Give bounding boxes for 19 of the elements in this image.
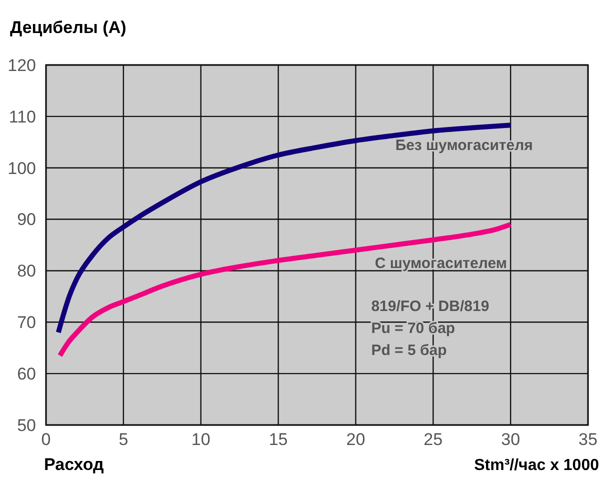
y-tick-label: 120 bbox=[8, 56, 36, 75]
x-tick-label: 10 bbox=[191, 430, 210, 449]
y-tick-label: 60 bbox=[17, 364, 36, 384]
y-axis-title: Децибелы (A) bbox=[10, 18, 126, 37]
x-tick-label: 5 bbox=[118, 430, 128, 449]
y-tick-label: 100 bbox=[8, 158, 36, 178]
y-tick-label: 90 bbox=[17, 210, 36, 230]
y-tick-label: 50 bbox=[17, 416, 36, 435]
y-tick-label: 80 bbox=[17, 262, 36, 281]
text: Stm³//час x 1000 bbox=[474, 457, 600, 474]
y-tick-label: 110 bbox=[8, 107, 36, 126]
y-tick-label: 70 bbox=[17, 313, 36, 332]
x-tick-label: 30 bbox=[501, 430, 520, 449]
x-tick-label: 25 bbox=[424, 430, 443, 449]
x-tick-label: 15 bbox=[268, 430, 288, 449]
x-tick-label: 0 bbox=[41, 430, 51, 449]
x-axis-title: Расход bbox=[44, 455, 104, 474]
x-tick-label: 35 bbox=[578, 430, 598, 449]
x-tick-label: 20 bbox=[346, 430, 366, 449]
